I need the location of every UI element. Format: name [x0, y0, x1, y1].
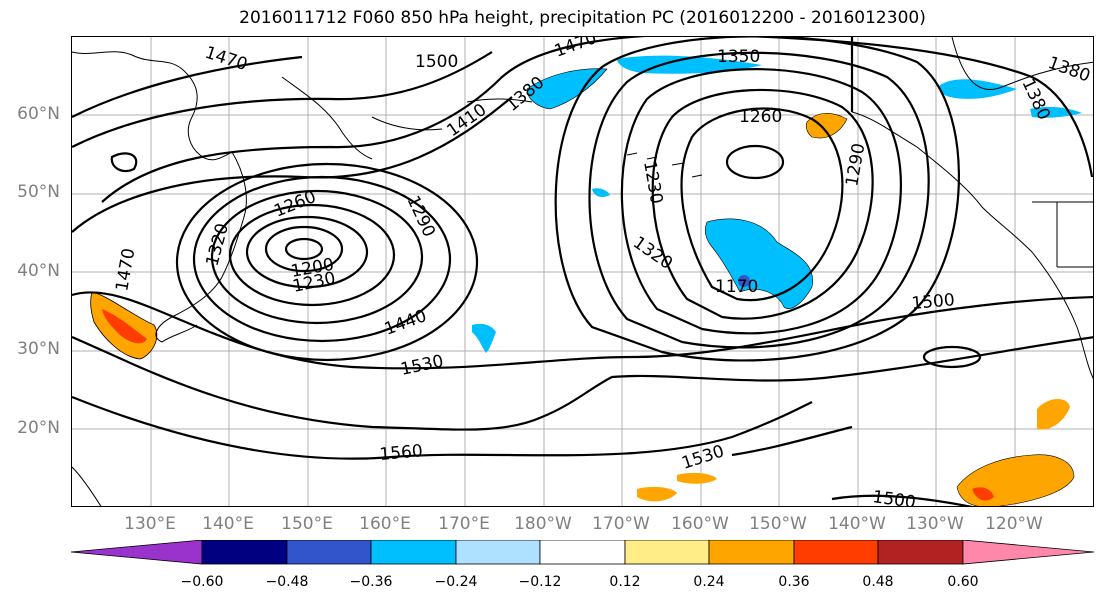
lat-label-20n: 20°N	[17, 418, 60, 438]
colorbar-extend-low	[70, 540, 203, 565]
contour-label: 1500	[415, 52, 458, 72]
lon-label-130e: 130°E	[124, 514, 176, 534]
lon-label-170w: 170°W	[592, 514, 650, 534]
colorbar-segment	[877, 540, 964, 565]
colorbar-segment	[539, 540, 626, 565]
contour-label: 1380	[502, 73, 548, 116]
height-contours	[72, 37, 1093, 506]
lon-label-150e: 150°E	[281, 514, 333, 534]
lat-label-30n: 30°N	[17, 339, 60, 359]
colorbar-segment	[201, 540, 288, 565]
colorbar-tick: −0.24	[434, 574, 478, 590]
lat-label-50n: 50°N	[17, 182, 60, 202]
lon-label-160w: 160°W	[671, 514, 729, 534]
map-canvas	[72, 37, 1093, 506]
colorbar-segment	[286, 540, 372, 565]
colorbar-tick: 0.12	[609, 574, 641, 590]
contour-label: 1470	[202, 43, 249, 75]
lon-label-130w: 130°W	[906, 514, 964, 534]
contour-label: 1320	[203, 221, 234, 268]
colorbar	[70, 540, 1095, 565]
precip-shading	[90, 55, 1082, 506]
colorbar-tick: 0.48	[862, 574, 894, 590]
lon-label-140e: 140°E	[202, 514, 254, 534]
lat-label-60n: 60°N	[17, 104, 60, 124]
contour-label: 1530	[679, 441, 726, 473]
colorbar-segment	[708, 540, 795, 565]
lon-label-140w: 140°W	[828, 514, 886, 534]
lon-label-150w: 150°W	[749, 514, 807, 534]
contour-label: 1320	[629, 233, 676, 274]
contour-label: 1440	[382, 306, 429, 340]
colorbar-segment	[624, 540, 710, 565]
contour-label: 1260	[739, 107, 782, 127]
lon-label-170e: 170°E	[438, 514, 490, 534]
contour-label: 1170	[715, 277, 758, 297]
colorbar-tick: 0.36	[778, 574, 810, 590]
map-title: 2016011712 F060 850 hPa height, precipit…	[239, 8, 926, 28]
contour-label: 1350	[717, 47, 760, 67]
contour-label-layer: 1470 1500 1470 1350 1380 1410 1380 1380 …	[112, 37, 1093, 507]
colorbar-segment	[793, 540, 879, 565]
colorbar-extend-high	[962, 540, 1095, 565]
lon-label-120w: 120°W	[985, 514, 1043, 534]
contour-label: 1290	[842, 142, 869, 188]
colorbar-segment	[455, 540, 541, 565]
contour-label: 1410	[443, 100, 490, 141]
contour-label: 1290	[402, 193, 438, 241]
colorbar-tick: 0.24	[693, 574, 725, 590]
contour-label: 1380	[1017, 76, 1053, 124]
coastlines	[72, 37, 1093, 506]
contour-label: 1380	[1045, 53, 1092, 87]
colorbar-tick: −0.60	[180, 574, 224, 590]
contour-label: 1560	[379, 441, 424, 465]
colorbar-segment	[370, 540, 457, 565]
contour-label: 1470	[552, 37, 599, 62]
colorbar-tick: −0.48	[265, 574, 309, 590]
contour-label: 1500	[871, 487, 917, 507]
contour-label: 1500	[911, 290, 956, 314]
lat-label-40n: 40°N	[17, 261, 60, 281]
contour-label: 1230	[639, 159, 666, 205]
colorbar-tick: −0.36	[349, 574, 393, 590]
contour-label: 1470	[112, 247, 139, 293]
map-panel: 1470 1500 1470 1350 1380 1410 1380 1380 …	[71, 36, 1094, 507]
colorbar-tick: 0.60	[947, 574, 979, 590]
colorbar-tick: −0.12	[518, 574, 562, 590]
lon-label-160e: 160°E	[359, 514, 411, 534]
contour-label: 1260	[271, 187, 319, 222]
contour-label: 1530	[399, 351, 445, 380]
lon-label-180w: 180°W	[514, 514, 572, 534]
